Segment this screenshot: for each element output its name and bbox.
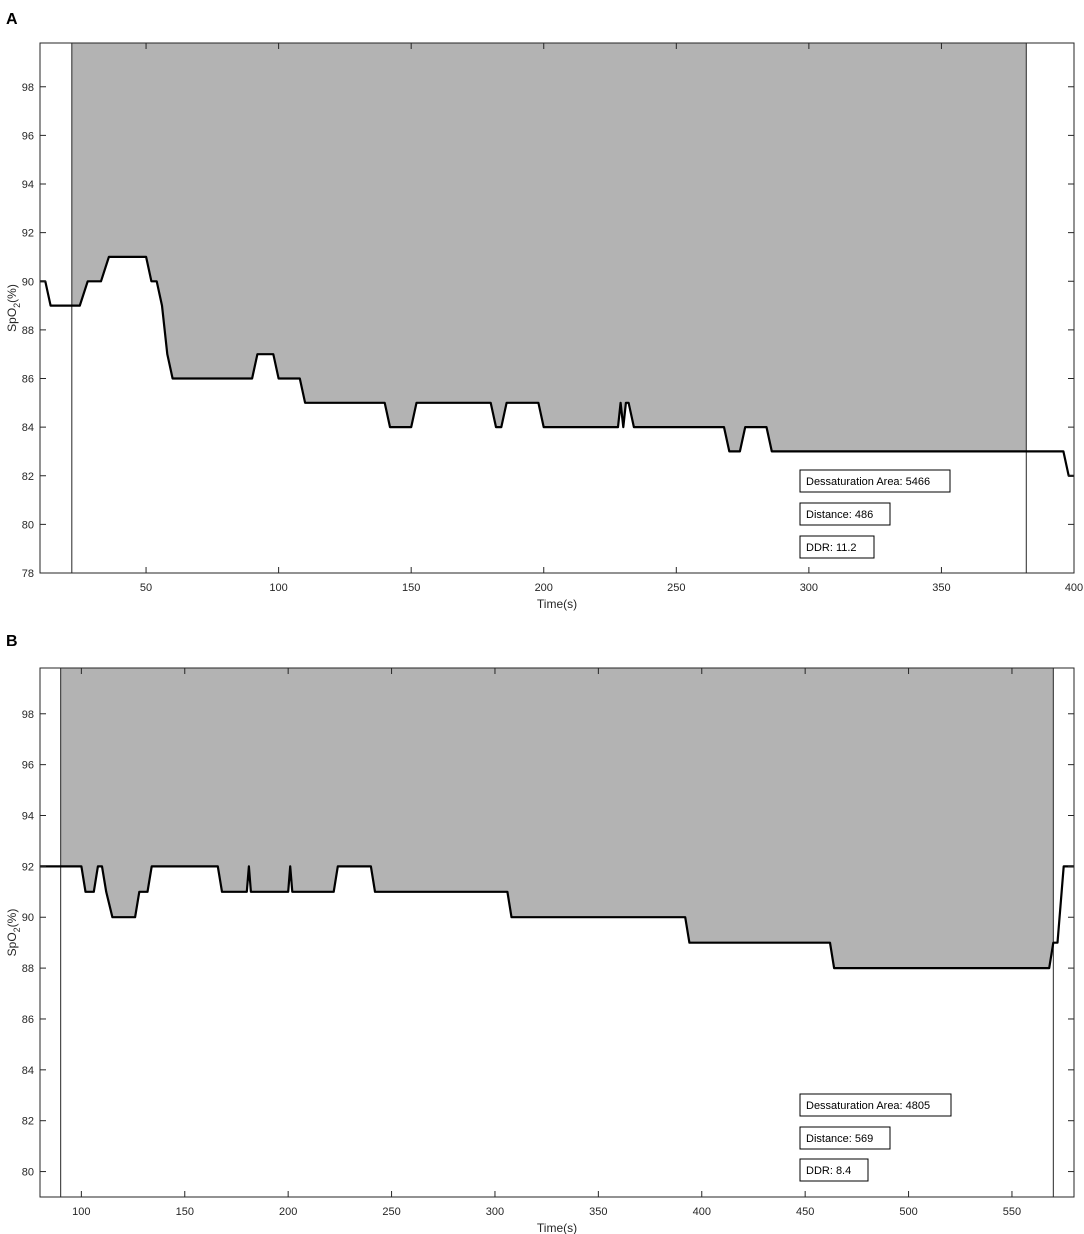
y-axis-label-sub: 2 [12,927,22,932]
y-tick-label: 86 [22,374,34,386]
annotation-box [799,1158,869,1182]
desaturation-area [71,43,1027,452]
y-tick-label: 90 [22,912,34,924]
x-tick-label: 400 [1065,582,1083,594]
panel-label: A [6,11,18,28]
y-tick-label: 88 [22,963,34,975]
x-tick-label: 450 [796,1206,814,1218]
y-axis-label-suffix: (%) [5,909,19,928]
y-tick-label: 80 [22,1167,34,1179]
x-tick-label: 300 [800,582,818,594]
annotation-text: DDR: 11.2 [806,542,857,554]
y-tick-label: 94 [22,179,34,191]
y-axis-label: SpO2(%) [5,909,22,957]
y-axis-label-suffix: (%) [5,284,19,303]
annotation-box [799,535,875,559]
panel-b: B 100 150 200 250 300 350 400 450 500 550 80 82 84 86 8… [5,633,1075,1234]
y-tick-label: 98 [22,709,34,721]
y-axis-label-base: SpO [5,308,19,332]
y-tick-label: 90 [22,276,34,288]
y-axis-label-sub: 2 [12,303,22,308]
y-tick-label: 84 [22,422,34,434]
annotation-box [799,502,891,526]
y-tick-label: 88 [22,325,34,337]
axes-box [39,42,1075,574]
annotation-text: DDR: 8.4 [806,1165,851,1177]
x-tick-label: 350 [932,582,950,594]
y-tick-label: 84 [22,1065,34,1077]
desaturation-area [60,668,1054,969]
annotation-text: Distance: 569 [806,1133,873,1145]
y-tick-label: 94 [22,811,34,823]
spo2-line [40,255,1074,477]
x-axis-label: Time(s) [537,597,577,611]
annotation-text: Distance: 486 [806,509,873,521]
y-tick-label: 96 [22,130,34,142]
annotation-text: Dessaturation Area: 4805 [806,1100,930,1112]
y-tick-label: 92 [22,861,34,873]
y-tick-label: 78 [22,568,34,580]
x-tick-label: 50 [140,582,152,594]
panel-a: A 50 100 150 200 250 300 350 400 78 80 82 84 86 88 90 92… [5,11,1083,611]
x-tick-label: 200 [279,1206,297,1218]
x-tick-label: 100 [269,582,287,594]
y-axis-label-base: SpO [5,932,19,956]
x-tick-label: 400 [693,1206,711,1218]
x-tick-label: 250 [382,1206,400,1218]
x-tick-label: 250 [667,582,685,594]
panel-label: B [6,633,18,650]
x-tick-label: 550 [1003,1206,1021,1218]
annotation-box [799,1126,891,1150]
x-tick-label: 200 [535,582,553,594]
annotation-text: Dessaturation Area: 5466 [806,476,930,488]
y-tick-label: 96 [22,760,34,772]
y-tick-label: 86 [22,1014,34,1026]
annotation-box [799,1093,952,1117]
x-tick-label: 500 [899,1206,917,1218]
y-tick-label: 92 [22,228,34,240]
x-tick-label: 150 [176,1206,194,1218]
x-tick-label: 100 [72,1206,90,1218]
y-tick-label: 80 [22,519,34,531]
annotation-box [799,469,951,493]
y-tick-label: 98 [22,82,34,94]
y-tick-label: 82 [22,471,34,483]
spo2-line [40,865,1074,970]
x-tick-label: 300 [486,1206,504,1218]
axes-box [39,667,1075,1198]
x-tick-label: 350 [589,1206,607,1218]
y-tick-label: 82 [22,1116,34,1128]
x-tick-label: 150 [402,582,420,594]
x-axis-label: Time(s) [537,1221,577,1234]
y-axis-label: SpO2(%) [5,284,22,332]
